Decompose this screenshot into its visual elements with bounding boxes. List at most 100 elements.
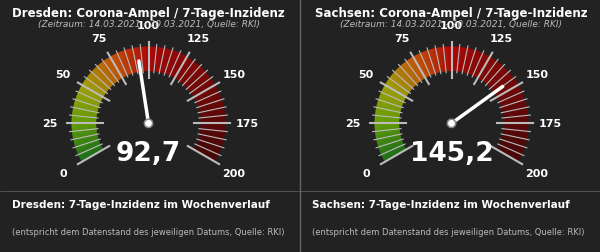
Wedge shape — [73, 135, 97, 140]
Wedge shape — [503, 130, 528, 133]
Wedge shape — [481, 60, 495, 81]
Wedge shape — [503, 128, 528, 131]
Wedge shape — [458, 48, 461, 72]
Wedge shape — [377, 136, 401, 142]
Wedge shape — [107, 59, 121, 80]
Wedge shape — [421, 53, 431, 76]
Wedge shape — [86, 78, 107, 93]
Wedge shape — [200, 114, 225, 118]
Wedge shape — [374, 125, 399, 127]
Wedge shape — [404, 63, 420, 83]
Wedge shape — [382, 91, 404, 102]
Wedge shape — [376, 108, 400, 114]
Wedge shape — [377, 138, 401, 145]
Wedge shape — [478, 57, 490, 79]
Wedge shape — [182, 65, 198, 84]
Wedge shape — [493, 77, 513, 92]
Wedge shape — [466, 50, 474, 74]
Wedge shape — [377, 103, 401, 110]
Wedge shape — [422, 53, 432, 76]
Wedge shape — [380, 144, 403, 154]
Wedge shape — [376, 109, 400, 114]
Wedge shape — [100, 64, 116, 83]
Wedge shape — [380, 142, 403, 151]
Wedge shape — [418, 54, 429, 77]
Wedge shape — [406, 62, 421, 82]
Wedge shape — [139, 48, 142, 72]
Wedge shape — [146, 47, 147, 72]
Wedge shape — [502, 136, 526, 142]
Wedge shape — [76, 97, 100, 106]
Wedge shape — [73, 134, 97, 139]
Wedge shape — [380, 96, 403, 105]
Wedge shape — [384, 87, 406, 99]
Wedge shape — [116, 54, 127, 77]
Wedge shape — [201, 127, 226, 129]
Wedge shape — [385, 85, 407, 98]
Wedge shape — [132, 49, 137, 73]
Wedge shape — [489, 71, 507, 88]
Wedge shape — [383, 89, 405, 100]
Wedge shape — [97, 67, 113, 85]
Wedge shape — [503, 114, 528, 118]
Wedge shape — [157, 48, 162, 73]
Wedge shape — [486, 67, 503, 85]
Wedge shape — [201, 124, 226, 125]
Text: Sachsen: Corona-Ampel / 7-Tage-Inzidenz: Sachsen: Corona-Ampel / 7-Tage-Inzidenz — [315, 7, 588, 20]
Wedge shape — [380, 143, 403, 153]
Wedge shape — [179, 62, 194, 82]
Wedge shape — [504, 127, 529, 128]
Wedge shape — [472, 53, 482, 76]
Wedge shape — [72, 130, 97, 133]
Wedge shape — [135, 48, 140, 73]
Wedge shape — [134, 48, 139, 73]
Wedge shape — [73, 132, 97, 136]
Wedge shape — [72, 130, 97, 134]
Wedge shape — [498, 147, 520, 159]
Wedge shape — [409, 60, 422, 81]
Circle shape — [144, 120, 153, 128]
Wedge shape — [386, 82, 407, 96]
Wedge shape — [377, 103, 401, 110]
Wedge shape — [417, 55, 428, 77]
Wedge shape — [184, 67, 201, 86]
Wedge shape — [432, 50, 439, 73]
Wedge shape — [186, 71, 204, 88]
Wedge shape — [504, 121, 529, 122]
Wedge shape — [469, 51, 477, 75]
Wedge shape — [504, 127, 529, 129]
Wedge shape — [199, 137, 223, 143]
Wedge shape — [376, 112, 400, 116]
Wedge shape — [433, 49, 439, 73]
Wedge shape — [199, 104, 223, 111]
Wedge shape — [434, 49, 440, 73]
Wedge shape — [388, 80, 409, 94]
Wedge shape — [503, 113, 528, 117]
Wedge shape — [130, 49, 137, 73]
Wedge shape — [500, 97, 524, 106]
Wedge shape — [375, 117, 400, 120]
Wedge shape — [446, 47, 448, 72]
Wedge shape — [77, 144, 100, 154]
Wedge shape — [166, 51, 175, 75]
Wedge shape — [192, 81, 212, 95]
Wedge shape — [105, 60, 119, 81]
Wedge shape — [71, 125, 96, 127]
Wedge shape — [200, 116, 225, 119]
Wedge shape — [188, 74, 208, 90]
Text: (Zeitraum: 14.03.2021 - 20.03.2021, Quelle: RKI): (Zeitraum: 14.03.2021 - 20.03.2021, Quel… — [341, 20, 563, 29]
Wedge shape — [384, 86, 406, 99]
Wedge shape — [73, 133, 97, 138]
Wedge shape — [494, 80, 515, 94]
Wedge shape — [199, 106, 223, 112]
Wedge shape — [179, 61, 194, 82]
Wedge shape — [503, 134, 527, 139]
Wedge shape — [502, 101, 525, 108]
Wedge shape — [201, 126, 226, 128]
Wedge shape — [200, 135, 224, 140]
Wedge shape — [161, 50, 168, 73]
Wedge shape — [200, 134, 224, 139]
Wedge shape — [72, 129, 97, 132]
Wedge shape — [201, 125, 226, 126]
Wedge shape — [503, 130, 528, 134]
